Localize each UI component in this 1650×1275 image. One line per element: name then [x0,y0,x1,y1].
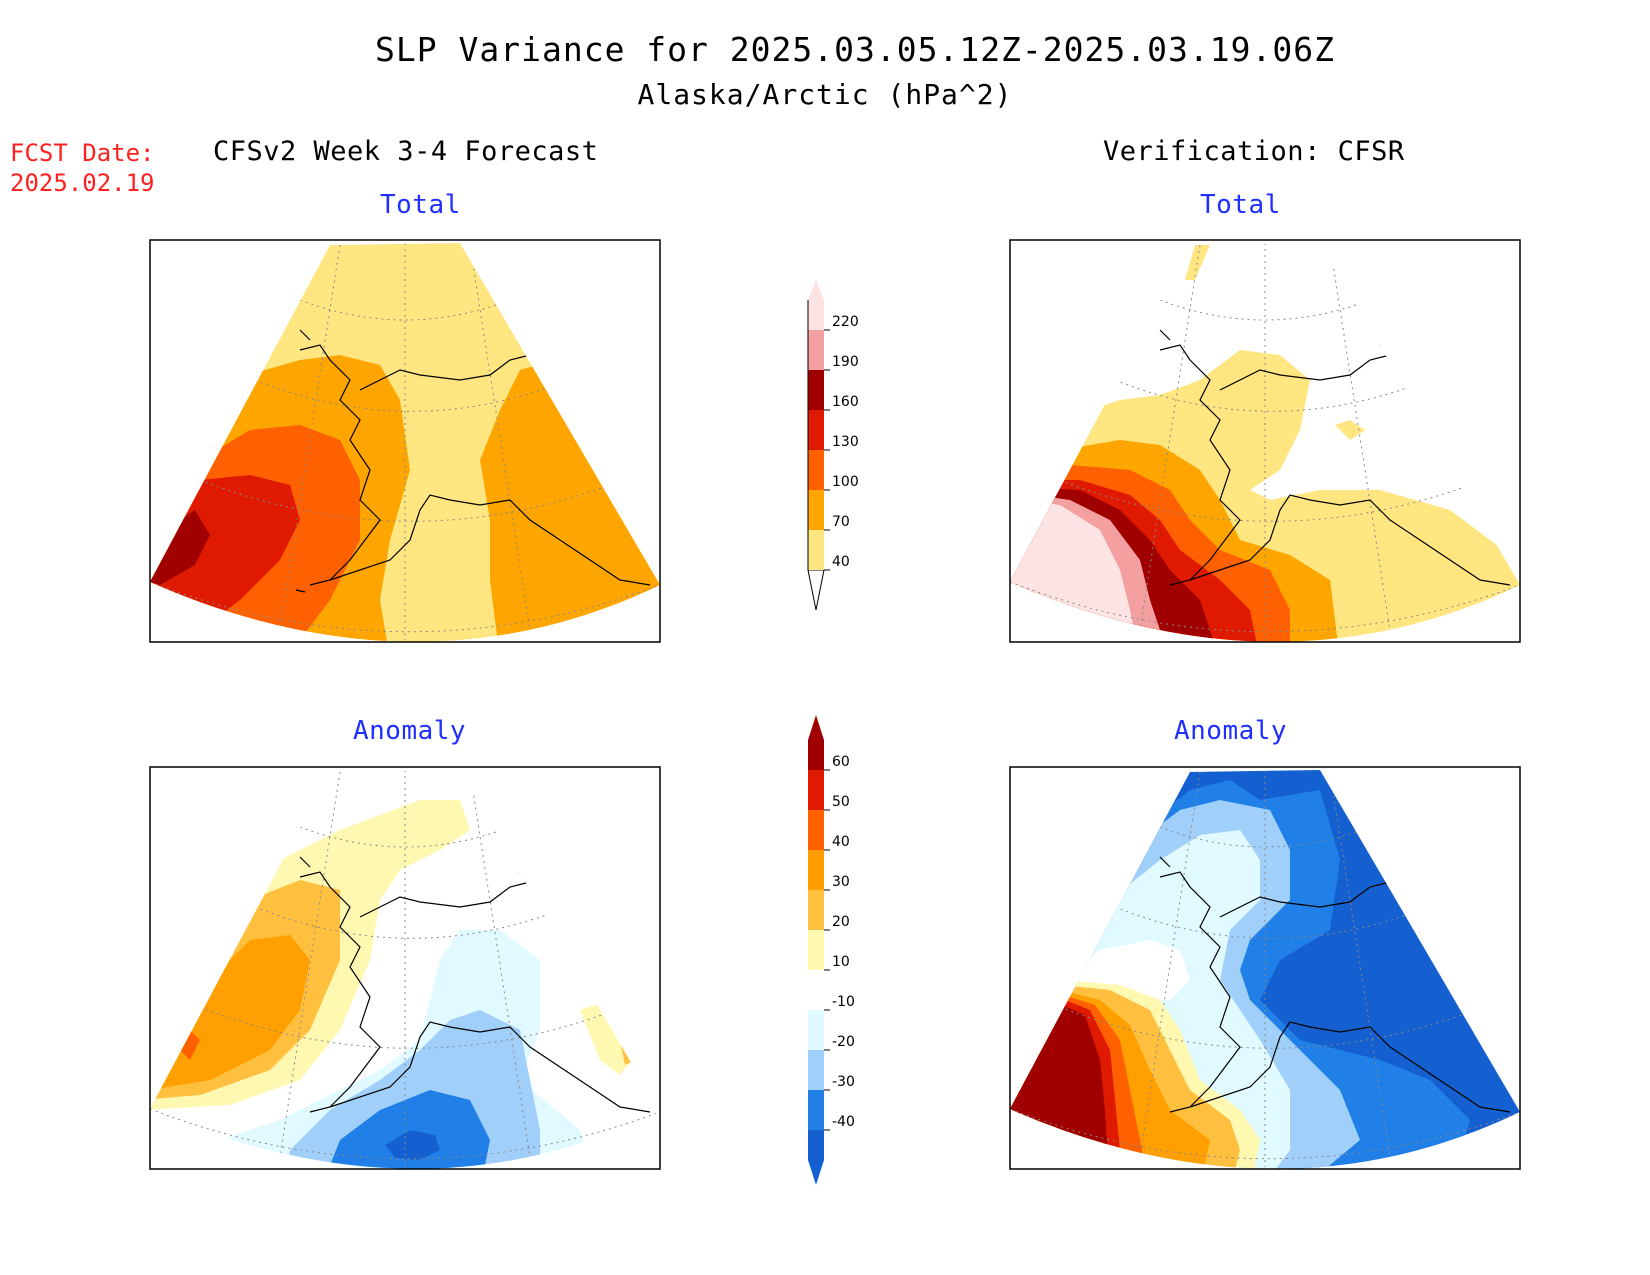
colorbar-swatch [808,850,824,890]
forecast-anomaly-label: Anomaly [353,716,467,746]
colorbar-swatch [808,715,824,770]
map-frame [1009,766,1521,1170]
colorbar-tick-label: 60 [832,754,850,770]
colorbar-tick-label: 100 [832,474,859,490]
coastline [295,329,651,593]
colorbar-swatch [808,810,824,850]
total-colorbar: 40 70 100 130 160 190 220 [807,280,859,611]
colorbar-swatch [808,530,824,570]
colorbar-tick-label: -40 [832,1114,855,1130]
colorbar-low-tail [807,569,825,611]
colorbar-tick-label: -20 [832,1034,855,1050]
colorbar-tick-label: 130 [832,434,859,450]
map-frame [149,239,661,643]
colorbar-swatch [808,410,824,450]
forecast-total-map [149,239,661,643]
anomaly-40-50-spot [180,1030,200,1060]
colorbar-tick-label: 50 [832,794,850,810]
variance-40-70-sliver [1185,245,1210,280]
forecast-anomaly-map [149,766,661,1170]
colorbar-tick-label: 40 [832,834,850,850]
colorbar-swatch [808,490,824,530]
variance-40-70-spot [1335,420,1365,440]
colorbar-swatch [808,1010,824,1050]
colorbar-swatch [808,890,824,930]
verification-total-label: Total [1200,190,1281,220]
coastline [1159,856,1511,1113]
colorbar-tick-label: 220 [832,314,859,330]
forecast-date-label: FCST Date: [10,139,155,167]
colorbar-swatch [808,770,824,810]
colorbar-tick-label: 30 [832,874,850,890]
colorbar-swatch [808,970,824,1010]
colorbar-tick-label: 190 [832,354,859,370]
verification-column-header: Verification: CFSR [1103,136,1405,167]
forecast-date: FCST Date: 2025.02.19 [10,138,155,198]
colorbar-swatch [808,370,824,410]
map-frame [149,766,661,1170]
forecast-date-value: 2025.02.19 [10,169,155,197]
coastline [1159,329,1511,586]
colorbar-swatch [808,1050,824,1090]
forecast-total-label: Total [380,190,461,220]
map-frame [1009,239,1521,643]
verification-anomaly-label: Anomaly [1174,716,1288,746]
colorbar-tick-label: -30 [832,1074,855,1090]
anomaly-neg40-region [385,1130,440,1160]
variance-160-190-region [150,510,210,585]
chart-title: SLP Variance for 2025.03.05.12Z-2025.03.… [375,30,1335,69]
colorbar-swatch [808,1130,824,1185]
graticule [1010,770,1520,1167]
chart-subtitle: Alaska/Arctic (hPa^2) [637,78,1013,111]
graticule [150,770,660,1167]
colorbar-tick-label: 40 [832,554,850,570]
graticule [1010,243,1520,640]
colorbar-swatch [808,330,824,370]
verification-total-map [1009,239,1521,643]
forecast-column-header: CFSv2 Week 3-4 Forecast [213,136,599,167]
graticule [150,243,660,640]
colorbar-tick-label: -10 [832,994,855,1010]
coastline [299,856,651,1113]
colorbar-swatch [808,1090,824,1130]
colorbar-tick-label: 70 [832,514,850,530]
variance-70-100-region-east [480,360,660,642]
anomaly-colorbar: -40 -30 -20 -10 10 20 30 40 50 60 [808,715,855,1185]
verification-anomaly-map [1009,766,1521,1170]
colorbar-swatch [808,450,824,490]
colorbar-swatch [808,930,824,970]
colorbar-tick-label: 20 [832,914,850,930]
colorbar-tick-label: 10 [832,954,850,970]
colorbar-swatch [808,280,824,330]
colorbar-tick-label: 160 [832,394,859,410]
